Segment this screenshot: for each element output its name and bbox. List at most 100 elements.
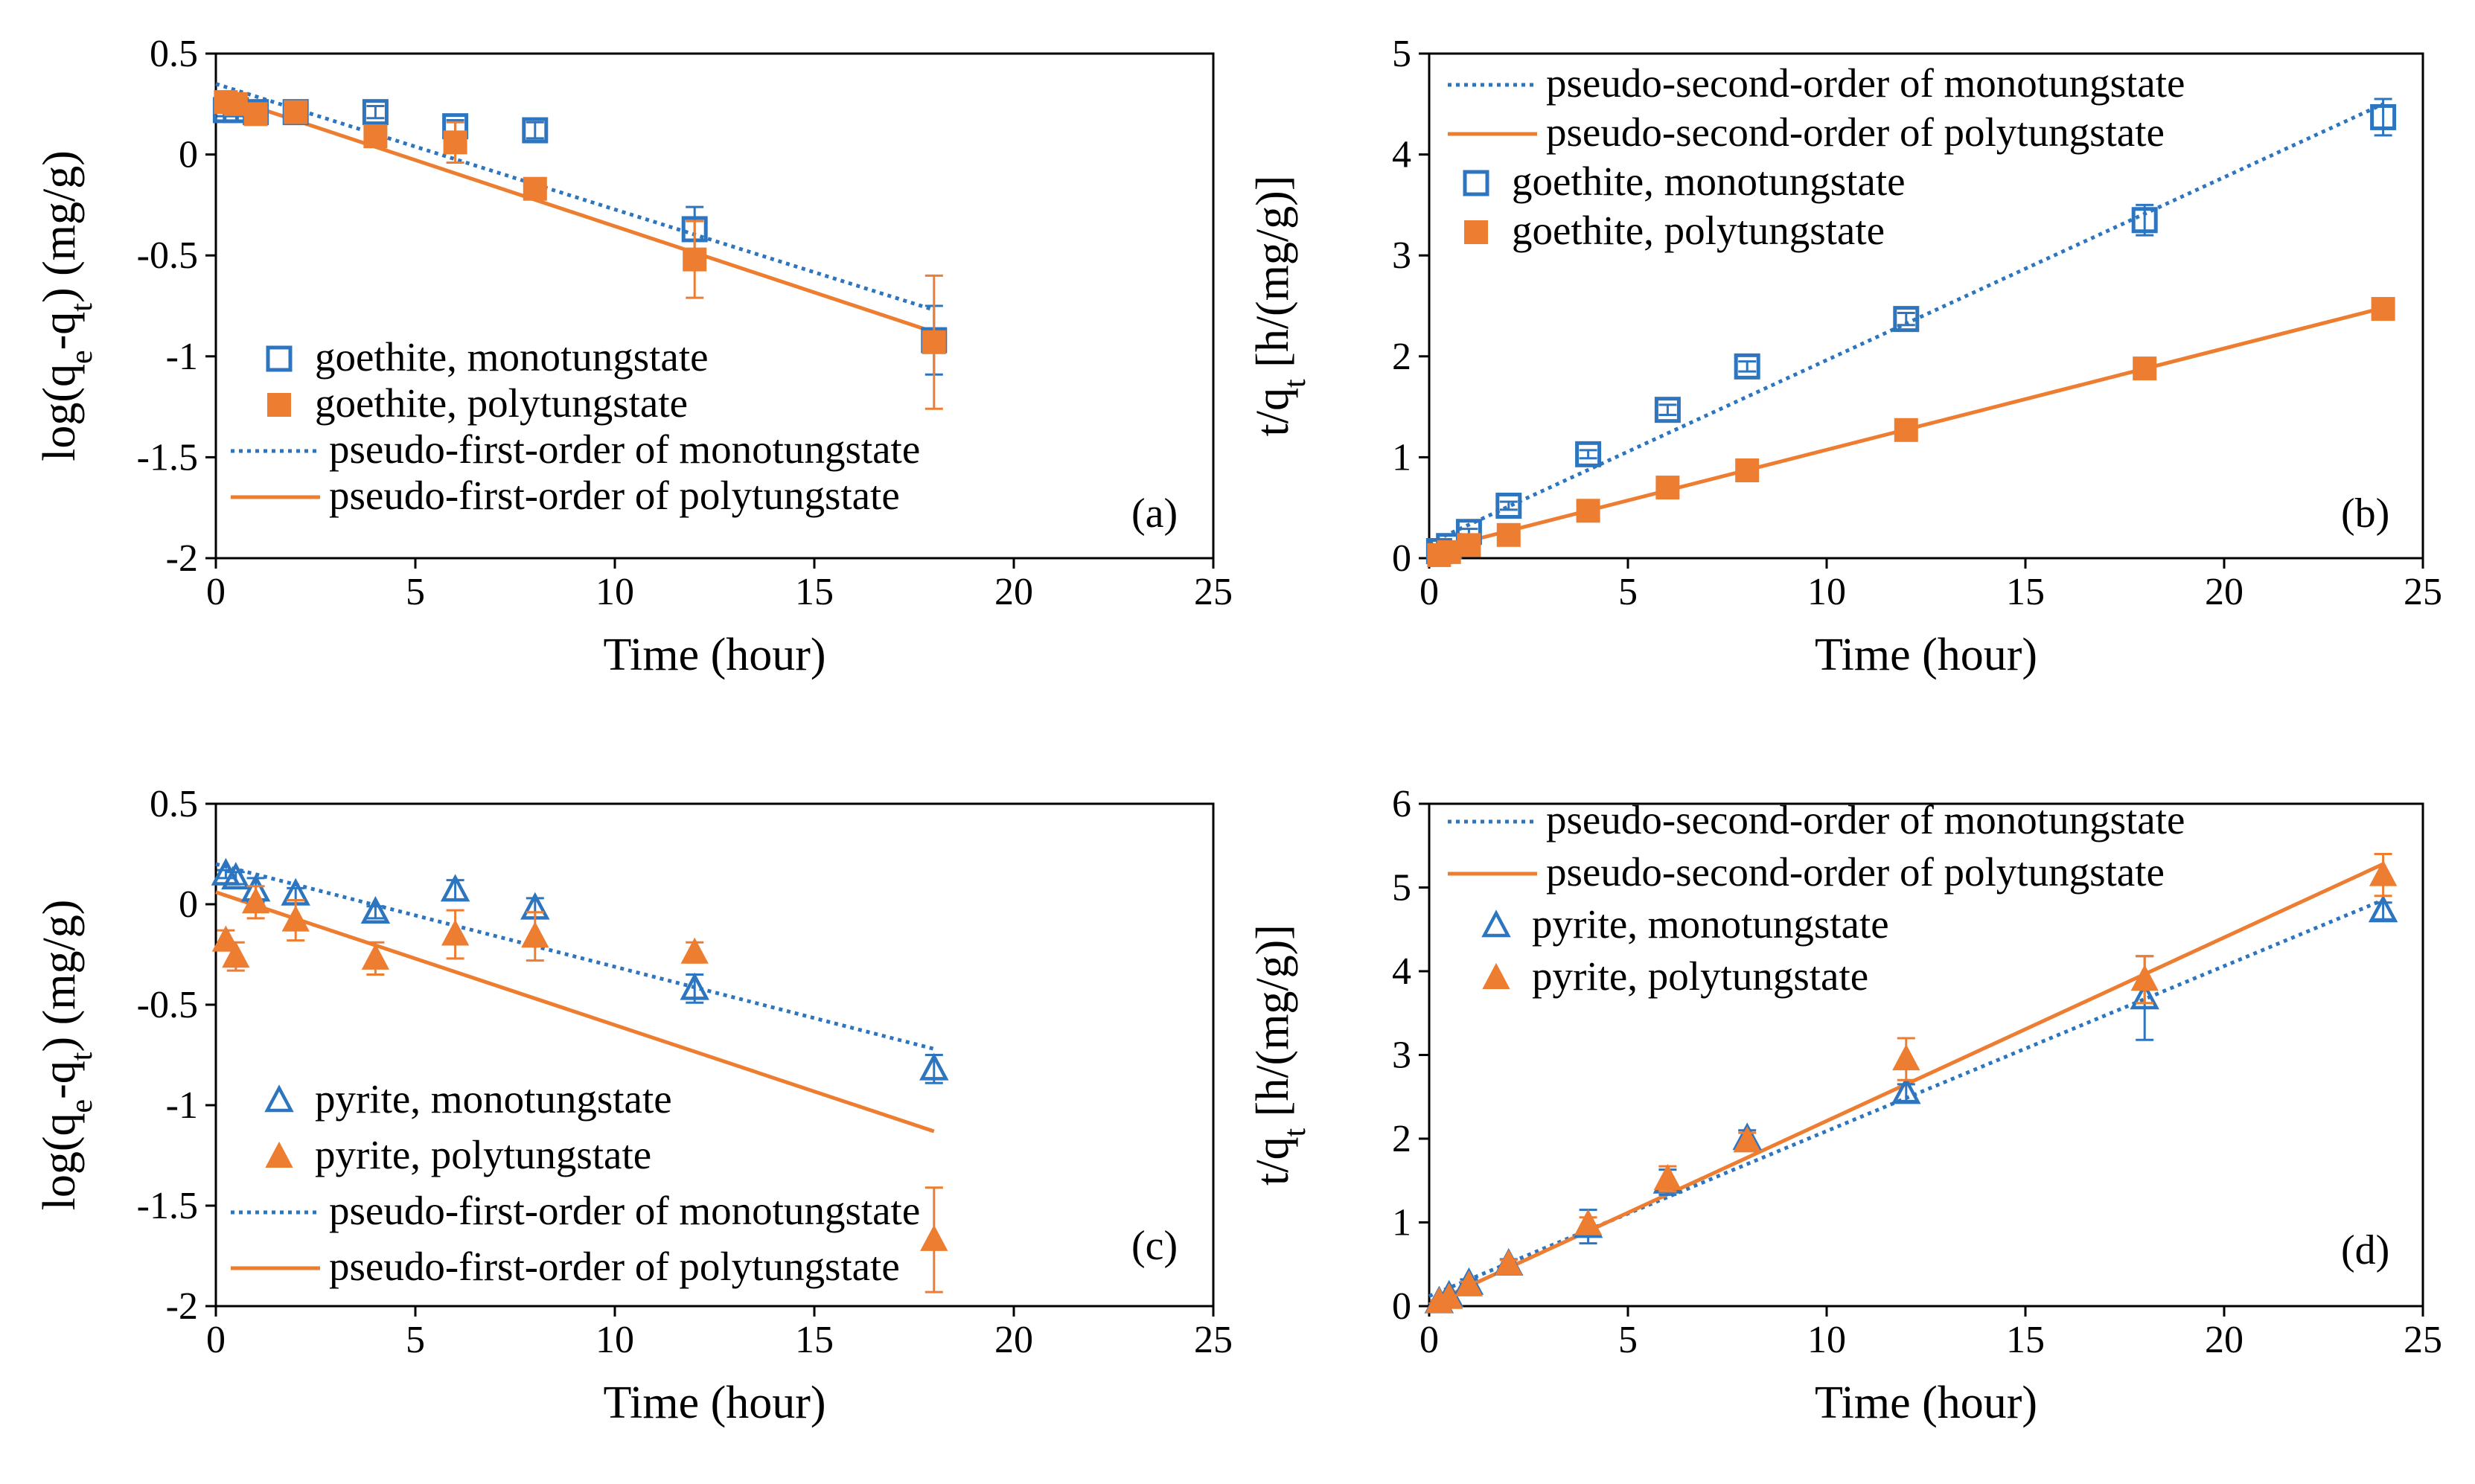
- series-poly: [1427, 297, 2395, 567]
- fit-line-mono: [215, 82, 935, 312]
- data-point: [440, 874, 470, 902]
- panel-label: (a): [1131, 490, 1178, 537]
- data-point: [221, 862, 251, 890]
- legend: pyrite, monotungstate pyrite, polytungsta…: [231, 1076, 920, 1289]
- data-point: [362, 99, 389, 126]
- legend-label: pyrite, monotungstate: [1532, 901, 1889, 947]
- y-tick-label: -0.5: [137, 234, 198, 277]
- panel-label: (c): [1131, 1223, 1178, 1269]
- data-point: [2369, 860, 2398, 886]
- y-tick-label: 0: [179, 883, 198, 926]
- data-point: [680, 937, 709, 964]
- y-tick-label: 0: [179, 134, 198, 176]
- data-point: [1457, 533, 1481, 557]
- data-point: [243, 102, 268, 127]
- legend-label: pseudo-first-order of monotungstate: [329, 1188, 920, 1233]
- y-tick-label: 6: [1392, 783, 1411, 825]
- data-point: [1653, 1163, 1682, 1190]
- legend-label: goethite, monotungstate: [315, 334, 709, 380]
- fit-line-poly: [215, 92, 935, 334]
- legend-label: goethite, polytungstate: [315, 380, 688, 426]
- x-tick-label: 0: [206, 1319, 226, 1361]
- x-tick-label: 15: [2006, 571, 2045, 613]
- data-point: [361, 943, 390, 970]
- data-point: [2133, 356, 2157, 381]
- data-point: [1576, 499, 1600, 523]
- x-tick-label: 25: [1194, 571, 1233, 613]
- data-point: [1892, 1043, 1920, 1071]
- data-point: [222, 941, 250, 968]
- x-tick-label: 25: [2404, 571, 2442, 613]
- data-point: [2371, 297, 2395, 322]
- data-point: [922, 330, 946, 354]
- x-tick-label: 20: [994, 1319, 1033, 1361]
- x-tick-label: 10: [1807, 571, 1846, 613]
- data-point: [1734, 353, 1760, 380]
- series-poly: [1425, 853, 2398, 1314]
- fit-line-poly: [215, 890, 935, 1133]
- data-point: [1654, 397, 1681, 423]
- data-point: [680, 972, 709, 1000]
- data-point: [1735, 458, 1760, 483]
- data-point: [211, 925, 240, 952]
- legend-marker: [1481, 909, 1511, 938]
- data-point: [1893, 306, 1920, 333]
- plot-frame: [1428, 52, 2424, 560]
- series-poly: [211, 885, 948, 1293]
- legend-label: pyrite, monotungstate: [315, 1076, 672, 1122]
- series-poly: [214, 90, 946, 410]
- y-tick-label: 0: [1392, 1285, 1411, 1328]
- x-tick-label: 5: [1618, 571, 1638, 613]
- legend-marker: [266, 345, 293, 372]
- panel-label: (d): [2341, 1227, 2389, 1273]
- data-point: [521, 921, 549, 948]
- y-axis-label: log(qe-qt) (mg/g): [34, 900, 99, 1211]
- fit-line-mono: [215, 862, 935, 1051]
- legend-label: pseudo-second-order of monotungstate: [1546, 797, 2185, 842]
- data-point: [2131, 207, 2158, 234]
- legend-label: pseudo-first-order of polytungstate: [329, 473, 900, 518]
- x-tick-label: 10: [595, 1319, 634, 1361]
- y-tick-label: 5: [1392, 33, 1411, 75]
- y-axis-label: log(qe-qt) (mg/g): [34, 150, 99, 461]
- x-axis-label: Time (hour): [603, 630, 825, 680]
- data-point: [1733, 1126, 1761, 1153]
- legend-label: pseudo-first-order of polytungstate: [329, 1244, 900, 1289]
- legend-label: goethite, polytungstate: [1512, 208, 1885, 253]
- legend-marker: [1464, 220, 1488, 244]
- data-point: [1495, 1249, 1523, 1276]
- data-point: [683, 247, 707, 272]
- data-point: [919, 1052, 949, 1081]
- data-point: [1574, 1209, 1603, 1235]
- y-tick-label: 1: [1392, 436, 1411, 479]
- x-tick-label: 15: [795, 571, 834, 613]
- y-tick-label: -1: [166, 1084, 198, 1127]
- x-tick-label: 10: [1807, 1319, 1846, 1361]
- y-tick-label: 0.5: [150, 33, 198, 75]
- data-point: [360, 896, 391, 924]
- x-tick-label: 0: [206, 571, 226, 613]
- x-tick-label: 5: [406, 1319, 425, 1361]
- legend-label: pseudo-second-order of monotungstate: [1546, 60, 2185, 106]
- legend-label: pyrite, polytungstate: [315, 1132, 651, 1177]
- x-tick-label: 0: [1419, 1319, 1439, 1361]
- series-mono: [211, 857, 949, 1084]
- legend-marker: [264, 1084, 294, 1113]
- y-tick-label: 2: [1392, 1118, 1411, 1160]
- x-tick-label: 15: [795, 1319, 834, 1361]
- y-tick-label: 3: [1392, 1034, 1411, 1077]
- plot-frame: [214, 802, 1215, 1308]
- y-tick-label: -2: [166, 537, 198, 580]
- y-tick-label: -0.5: [137, 984, 198, 1026]
- data-point: [281, 905, 310, 932]
- legend-label: pseudo-first-order of monotungstate: [329, 426, 920, 472]
- x-tick-label: 10: [595, 571, 634, 613]
- plot-frame: [214, 52, 1215, 560]
- y-tick-label: 5: [1392, 867, 1411, 909]
- y-tick-label: 1: [1392, 1202, 1411, 1244]
- data-point: [241, 887, 270, 914]
- legend-marker: [267, 393, 291, 417]
- data-point: [223, 92, 248, 116]
- data-point: [1894, 418, 1918, 442]
